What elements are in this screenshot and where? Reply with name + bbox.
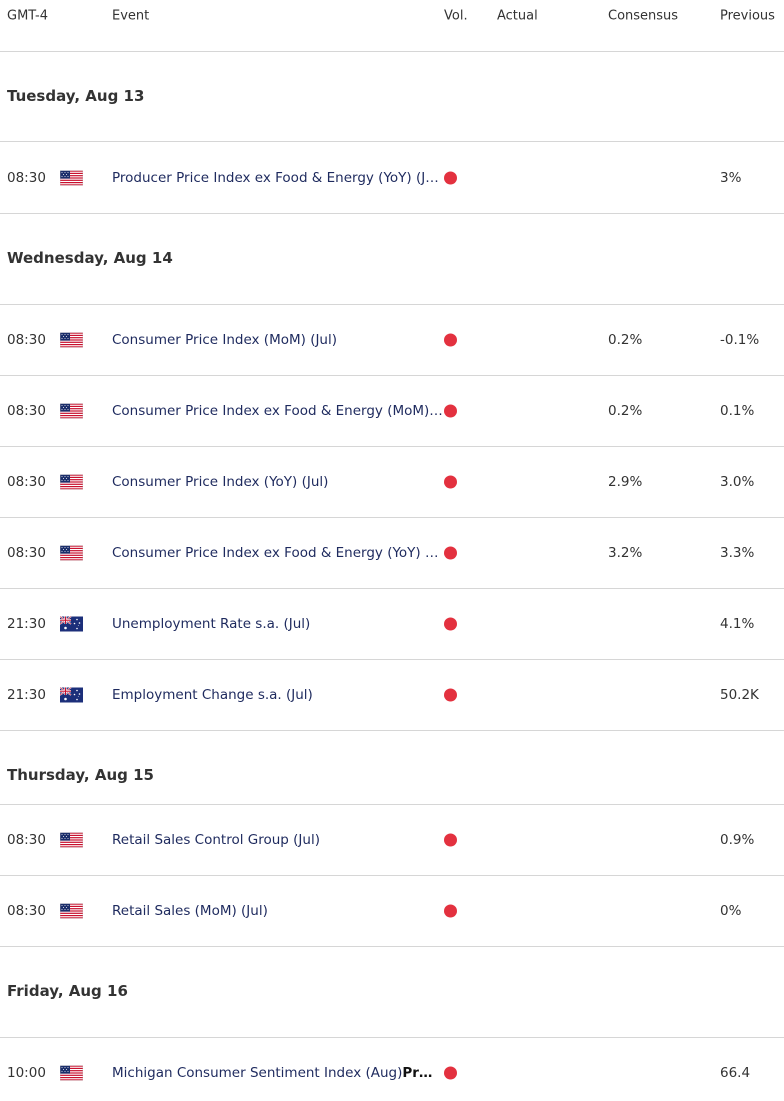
- flag: [60, 833, 83, 848]
- divider: [0, 141, 784, 142]
- time: 08:30: [7, 545, 46, 561]
- divider: [0, 304, 784, 305]
- flag: [60, 333, 83, 348]
- divider: [0, 213, 784, 214]
- event: Retail Sales (MoM) (Jul): [112, 903, 268, 919]
- previous: 4.1%: [720, 616, 755, 632]
- time: 08:30: [7, 903, 46, 919]
- event: Consumer Price Index ex Food & Energy (Y…: [112, 545, 439, 561]
- consensus: 0.2%: [608, 332, 643, 348]
- event: Consumer Price Index (YoY) (Jul): [112, 474, 329, 490]
- day-label: Tuesday, Aug 13: [7, 87, 145, 105]
- event: Retail Sales Control Group (Jul): [112, 832, 320, 848]
- day-label: Thursday, Aug 15: [7, 766, 154, 784]
- flag: [60, 171, 83, 186]
- time: 08:30: [7, 474, 46, 490]
- consensus: 0.2%: [608, 403, 643, 419]
- previous: 50.2K: [720, 687, 759, 703]
- event: Consumer Price Index ex Food & Energy (M…: [112, 403, 443, 419]
- volatility-dot: [444, 1066, 457, 1080]
- divider: [0, 875, 784, 876]
- event-suffix: Pr…: [402, 1065, 433, 1081]
- event: Producer Price Index ex Food & Energy (Y…: [112, 170, 439, 186]
- volatility-dot: [444, 171, 457, 185]
- flag: [60, 546, 83, 561]
- column-header: Vol.: [444, 8, 468, 24]
- divider: [0, 1037, 784, 1038]
- divider: [0, 659, 784, 660]
- event-name: Michigan Consumer Sentiment Index (Aug): [112, 1065, 403, 1081]
- volatility-dot: [444, 404, 457, 418]
- column-header: Consensus: [608, 8, 679, 24]
- previous: 0.9%: [720, 832, 755, 848]
- consensus: 3.2%: [608, 545, 643, 561]
- previous: 3.3%: [720, 545, 755, 561]
- column-header: Actual: [497, 8, 538, 24]
- time: 21:30: [7, 687, 46, 703]
- day-label: Wednesday, Aug 14: [7, 249, 173, 267]
- previous: 66.4: [720, 1065, 751, 1081]
- time: 08:30: [7, 170, 46, 186]
- previous: 0.1%: [720, 403, 755, 419]
- volatility-dot: [444, 617, 457, 631]
- volatility-dot: [444, 475, 457, 489]
- volatility-dot: [444, 333, 457, 347]
- previous: 3.0%: [720, 474, 755, 490]
- divider: [0, 946, 784, 947]
- event: Michigan Consumer Sentiment Index (Aug)P…: [112, 1065, 432, 1081]
- divider: [0, 51, 784, 52]
- flag: [60, 475, 83, 490]
- flag: [60, 688, 83, 703]
- event: Unemployment Rate s.a. (Jul): [112, 616, 311, 632]
- time: 10:00: [7, 1065, 46, 1081]
- consensus: 2.9%: [608, 474, 643, 490]
- flag: [60, 1066, 83, 1081]
- volatility-dot: [444, 833, 457, 847]
- event: Employment Change s.a. (Jul): [112, 687, 313, 703]
- flag: [60, 404, 83, 419]
- divider: [0, 446, 784, 447]
- divider: [0, 588, 784, 589]
- previous: 0%: [720, 903, 742, 919]
- time: 08:30: [7, 332, 46, 348]
- column-header: Event: [112, 8, 150, 24]
- divider: [0, 730, 784, 731]
- divider: [0, 517, 784, 518]
- day-label: Friday, Aug 16: [7, 982, 128, 1000]
- previous: -0.1%: [720, 332, 760, 348]
- time: 08:30: [7, 832, 46, 848]
- volatility-dot: [444, 546, 457, 560]
- divider: [0, 804, 784, 805]
- event: Consumer Price Index (MoM) (Jul): [112, 332, 338, 348]
- time: 21:30: [7, 616, 46, 632]
- flag: [60, 617, 83, 632]
- volatility-dot: [444, 688, 457, 702]
- column-header: GMT-4: [7, 8, 48, 24]
- time: 08:30: [7, 403, 46, 419]
- column-header: Previous: [720, 8, 775, 24]
- divider: [0, 375, 784, 376]
- volatility-dot: [444, 904, 457, 918]
- previous: 3%: [720, 170, 742, 186]
- flag: [60, 904, 83, 919]
